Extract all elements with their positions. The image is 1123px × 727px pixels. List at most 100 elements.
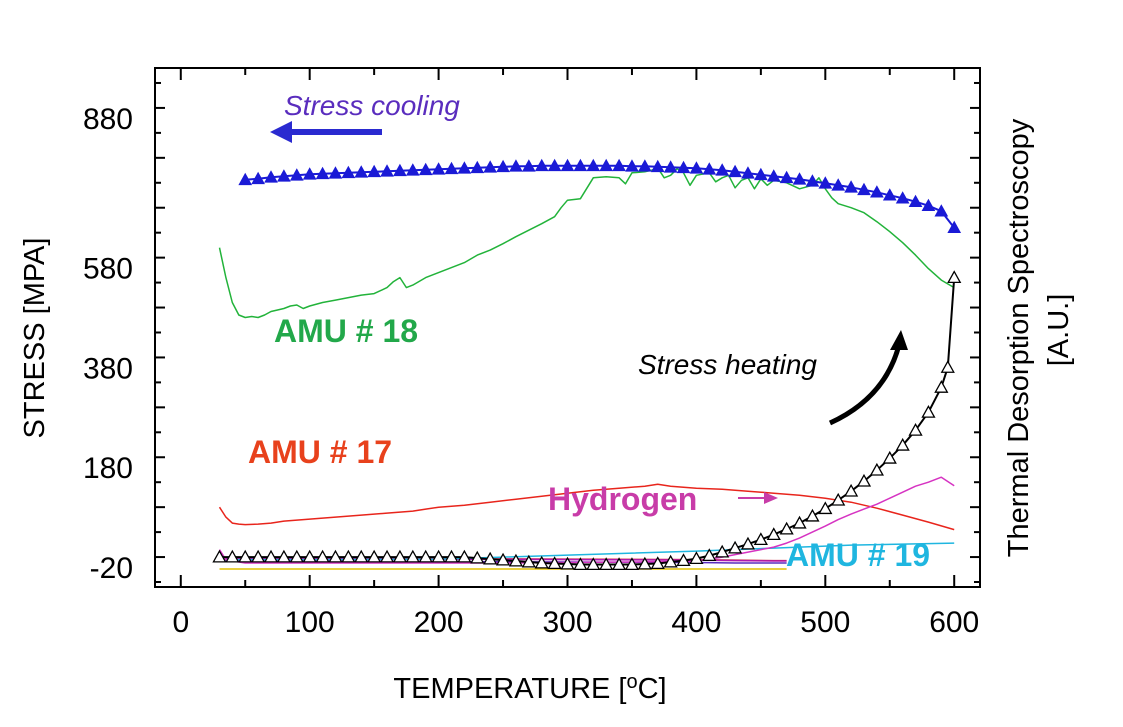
x-axis-title: TEMPERATURE [oC] [393, 671, 666, 705]
point-stress-heating-11 [354, 549, 369, 563]
point-stress-heating-3 [251, 549, 266, 563]
point-stress-heating-26 [547, 556, 562, 569]
point-stress-heating-16 [418, 549, 433, 563]
stress-heating-label: Stress heating [638, 349, 817, 380]
y-tick-label--20: -20 [90, 552, 133, 585]
point-stress-heating-1 [225, 549, 240, 563]
point-stress-cooling-45 [818, 176, 833, 189]
point-stress-heating-56 [934, 380, 949, 393]
point-stress-heating-49 [843, 483, 859, 497]
point-stress-heating-57 [940, 360, 955, 373]
point-stress-heating-38 [702, 548, 717, 562]
point-stress-cooling-38 [728, 164, 742, 178]
point-stress-cooling-43 [792, 172, 807, 185]
point-stress-cooling-52 [908, 194, 923, 208]
point-stress-cooling-22 [521, 159, 536, 172]
series-hydrogen [218, 476, 955, 564]
hydrogen-arrow [738, 492, 778, 504]
point-stress-cooling-42 [779, 170, 794, 184]
series-line-hydrogen [218, 476, 955, 564]
point-stress-cooling-0 [238, 172, 253, 186]
x-tick-label-600: 600 [929, 606, 979, 639]
point-stress-heating-46 [805, 508, 820, 522]
hydrogen-label: Hydrogen [548, 481, 697, 517]
point-stress-heating-36 [676, 553, 691, 567]
point-stress-cooling-36 [702, 162, 717, 175]
point-stress-cooling-47 [844, 180, 858, 193]
point-stress-heating-5 [276, 549, 292, 563]
point-stress-heating-41 [740, 536, 756, 550]
point-stress-cooling-26 [573, 158, 588, 172]
point-stress-cooling-17 [457, 161, 472, 174]
x-tick-label-300: 300 [542, 606, 592, 639]
point-stress-cooling-14 [418, 162, 433, 176]
point-stress-heating-43 [766, 527, 781, 541]
point-stress-heating-10 [341, 549, 356, 563]
point-stress-cooling-46 [831, 178, 846, 191]
point-stress-cooling-3 [277, 169, 291, 182]
point-stress-heating-33 [637, 556, 652, 570]
point-stress-cooling-15 [431, 162, 446, 175]
point-stress-heating-24 [521, 554, 536, 568]
point-stress-cooling-16 [444, 161, 459, 175]
stress-heating-arrow [828, 330, 908, 426]
point-stress-heating-35 [663, 554, 678, 568]
series-stress-heating [212, 270, 962, 570]
point-stress-heating-12 [367, 549, 382, 563]
point-stress-heating-20 [470, 550, 485, 564]
point-stress-heating-48 [831, 492, 846, 506]
y-tick-label-180: 180 [83, 452, 133, 485]
point-stress-heating-4 [263, 549, 279, 563]
point-stress-cooling-33 [663, 160, 678, 173]
point-stress-heating-34 [650, 556, 665, 569]
point-stress-cooling-23 [534, 158, 549, 172]
point-stress-heating-47 [818, 501, 833, 515]
point-stress-cooling-34 [676, 160, 691, 174]
point-stress-cooling-1 [251, 171, 265, 185]
x-tick-label-200: 200 [414, 606, 464, 639]
point-stress-heating-27 [560, 556, 575, 570]
point-stress-cooling-48 [857, 182, 871, 196]
amu18-label: AMU # 18 [274, 313, 418, 349]
amu17-label: AMU # 17 [248, 434, 392, 470]
y-axis-title: STRESS [MPA] [19, 238, 51, 439]
point-stress-heating-45 [792, 515, 807, 529]
stress-cooling-arrow [270, 121, 382, 143]
point-stress-cooling-19 [483, 160, 498, 173]
point-stress-heating-37 [689, 551, 704, 565]
point-stress-heating-0 [212, 549, 227, 563]
point-stress-cooling-24 [547, 158, 562, 172]
point-stress-cooling-12 [393, 163, 407, 177]
point-stress-heating-44 [779, 521, 794, 535]
y-tick-label-380: 380 [83, 352, 133, 385]
point-stress-cooling-9 [354, 165, 369, 178]
x-tick-label-100: 100 [285, 606, 335, 639]
point-stress-cooling-10 [367, 164, 381, 178]
point-stress-heating-52 [882, 450, 897, 464]
point-stress-heating-55 [921, 404, 936, 418]
series-amu-17 [218, 483, 955, 531]
point-stress-cooling-35 [689, 161, 704, 174]
point-stress-heating-17 [431, 549, 446, 563]
point-stress-cooling-18 [470, 160, 485, 174]
point-stress-heating-51 [869, 462, 884, 476]
series-layer [212, 158, 962, 570]
point-stress-heating-25 [534, 555, 549, 569]
point-stress-cooling-39 [741, 166, 755, 179]
point-stress-heating-22 [495, 552, 511, 566]
point-stress-cooling-31 [637, 159, 652, 172]
point-stress-heating-15 [405, 549, 420, 563]
axis-tick-labels: 0 100 200 300 400 500 600 -20 180 380 580 880 [83, 103, 979, 639]
point-stress-heating-53 [895, 437, 910, 451]
x-tick-label-400: 400 [671, 606, 721, 639]
point-stress-heating-30 [599, 557, 614, 570]
y-tick-label-580: 580 [83, 253, 133, 286]
point-stress-cooling-37 [715, 163, 730, 176]
point-stress-cooling-50 [882, 188, 897, 201]
x-tick-label-500: 500 [800, 606, 850, 639]
point-stress-heating-2 [238, 549, 253, 563]
point-stress-heating-31 [611, 557, 627, 570]
point-stress-cooling-28 [599, 158, 614, 172]
stress-cooling-label: Stress cooling [284, 90, 460, 121]
